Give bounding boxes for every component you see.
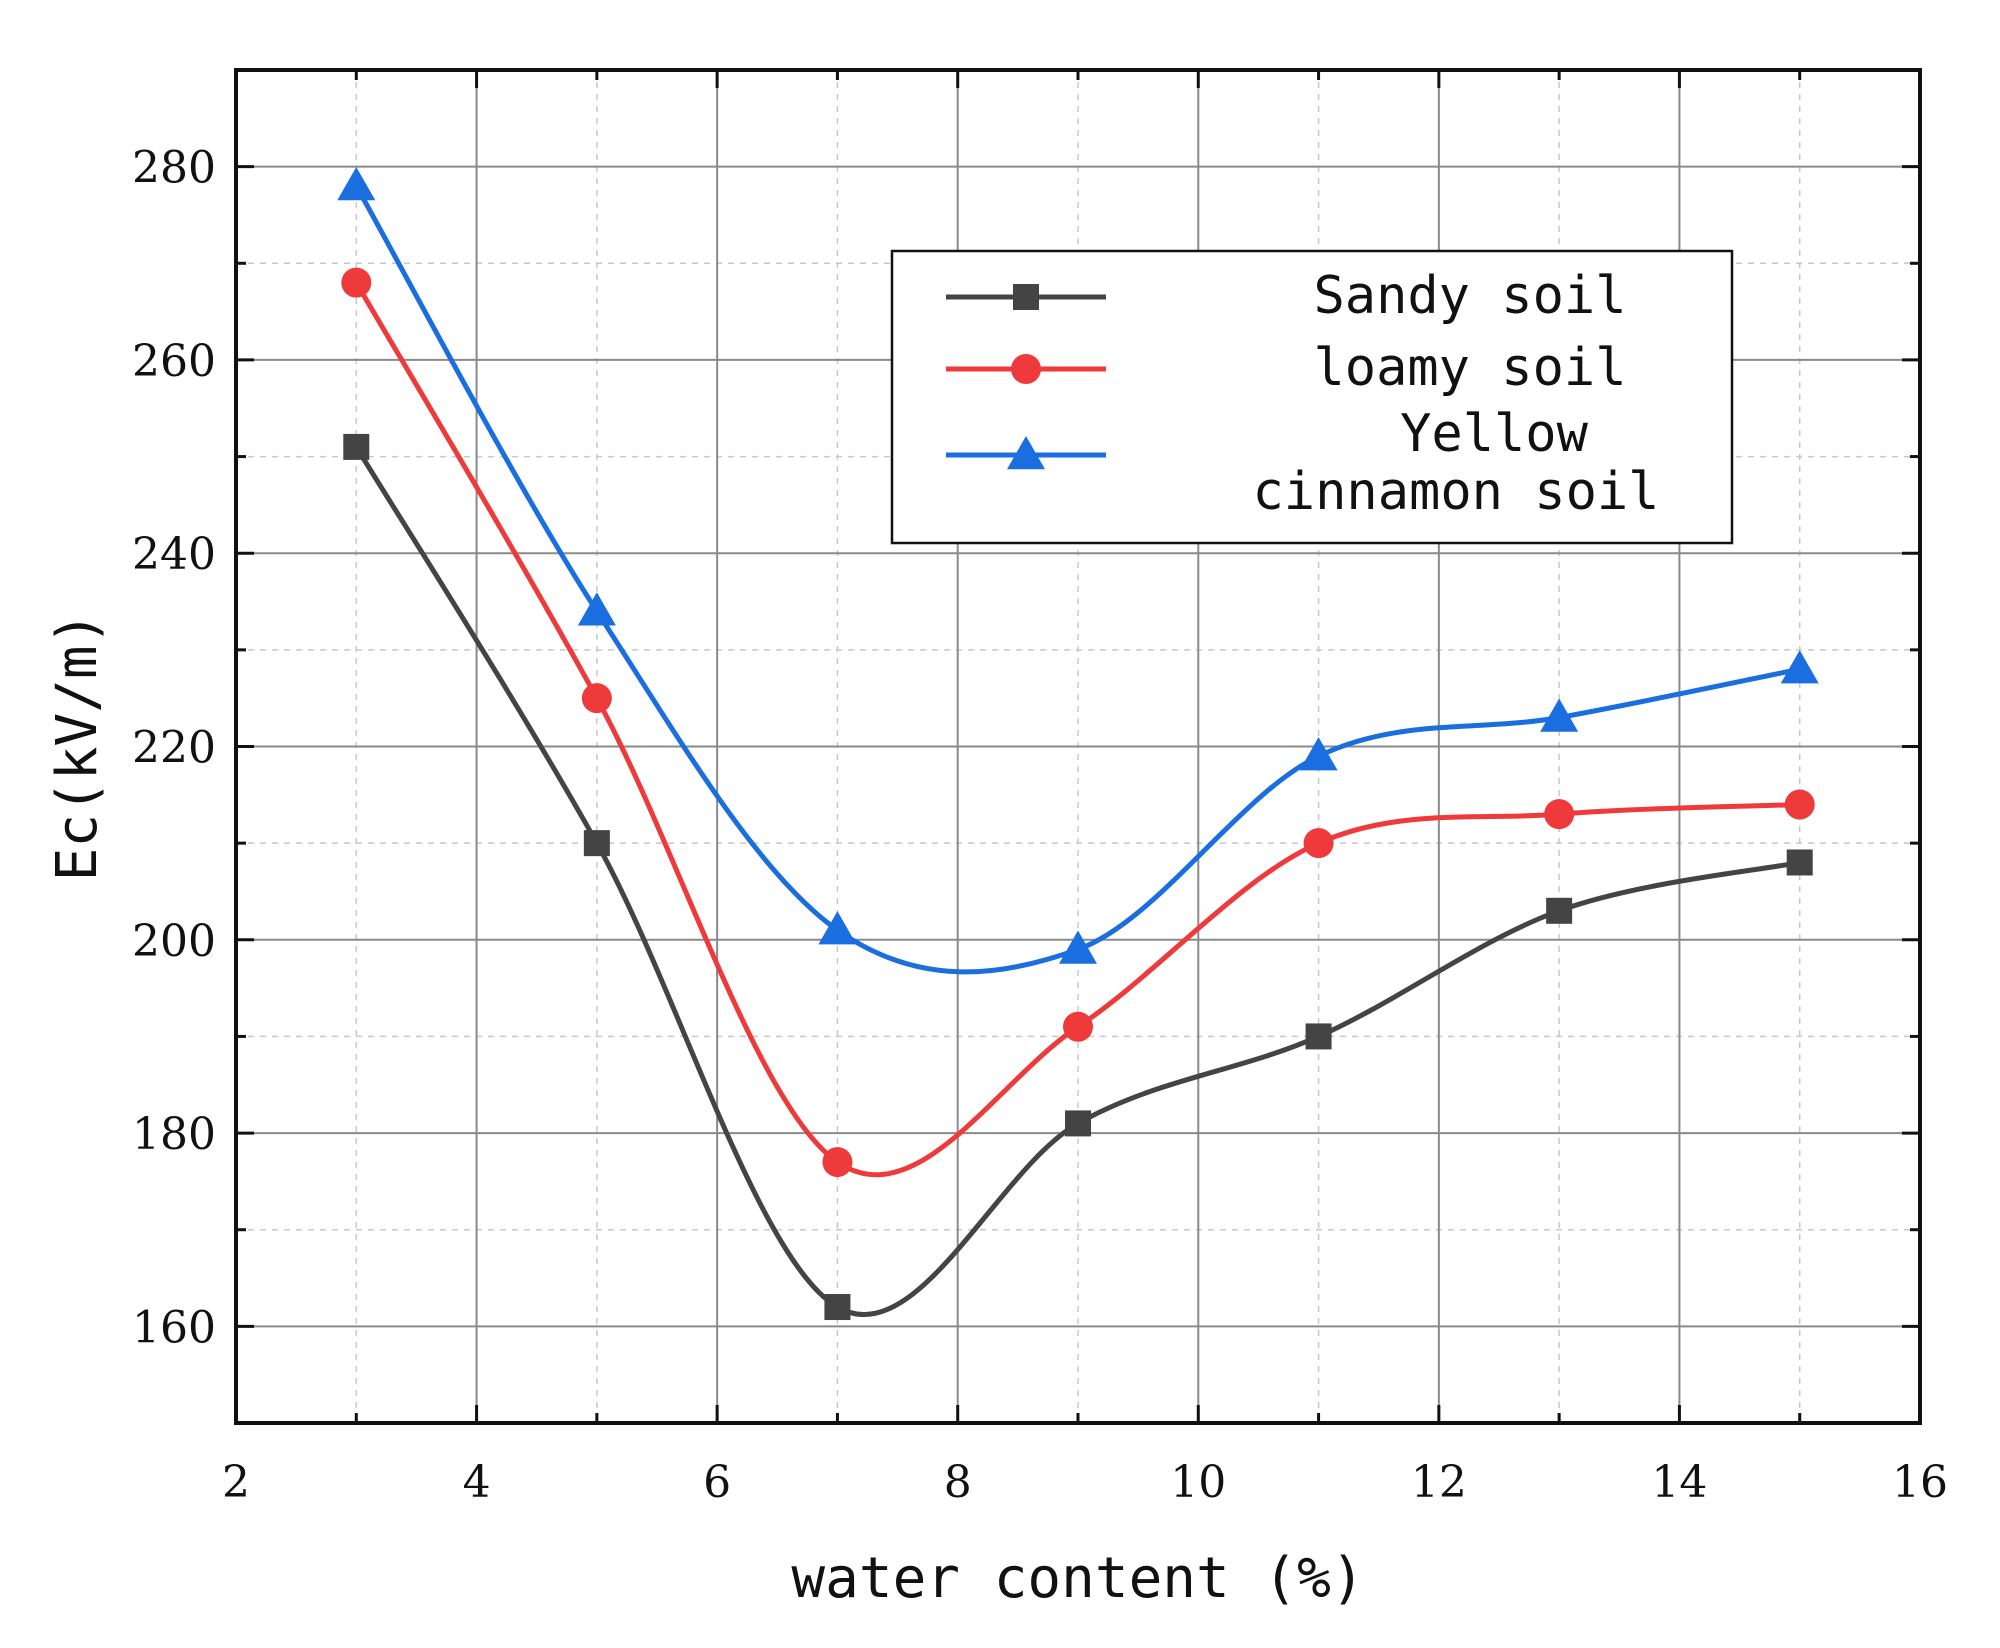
series-loamy-soil xyxy=(341,267,1815,1178)
series-sandy-soil xyxy=(343,433,1813,1321)
data-point xyxy=(1546,897,1573,924)
data-point xyxy=(1059,930,1097,964)
legend-item: Sandy soil xyxy=(946,266,1627,326)
legend-label-line: Yellow xyxy=(1400,404,1589,464)
y-axis-title: Ec(kV/m) xyxy=(45,612,110,882)
x-tick-label: 6 xyxy=(703,1457,731,1508)
legend-swatch-marker xyxy=(1007,436,1045,470)
y-tick-label: 180 xyxy=(132,1109,216,1160)
data-point xyxy=(1305,1023,1332,1050)
data-point xyxy=(818,911,857,945)
series-line xyxy=(354,184,1801,975)
x-tick-label: 12 xyxy=(1411,1457,1467,1508)
series-yellow-cinnamon-soil xyxy=(337,166,1819,975)
series-line xyxy=(354,281,1800,1178)
data-point xyxy=(1784,789,1815,820)
series-layer xyxy=(337,166,1819,1321)
legend-item: Yellow cinnamon soil xyxy=(946,404,1660,522)
series-line xyxy=(354,445,1801,1317)
x-tick-label: 2 xyxy=(222,1457,250,1508)
x-tick-label: 4 xyxy=(463,1457,491,1508)
y-tick-label: 160 xyxy=(132,1302,216,1353)
data-point xyxy=(1065,1110,1091,1137)
y-tick-label: 260 xyxy=(132,336,216,387)
data-point xyxy=(1544,799,1575,830)
legend-item: loamy soil xyxy=(946,338,1627,398)
x-tick-label: 8 xyxy=(944,1457,972,1508)
data-point xyxy=(1780,650,1819,684)
data-point xyxy=(1786,849,1813,876)
x-tick-label: 16 xyxy=(1892,1457,1948,1508)
y-tick-label: 220 xyxy=(132,723,216,774)
data-point xyxy=(341,267,372,298)
legend-swatch-marker xyxy=(1011,354,1041,384)
x-tick-label: 14 xyxy=(1651,1457,1707,1508)
y-tick-label: 280 xyxy=(132,143,216,194)
data-point xyxy=(822,1147,853,1178)
data-point xyxy=(337,166,376,201)
data-point xyxy=(1299,737,1338,771)
x-axis-tick-labels: 2 4 6 8 10 12 14 16 xyxy=(222,1457,1948,1508)
legend-label: Sandy soil xyxy=(1313,266,1626,326)
data-point xyxy=(1063,1011,1093,1042)
y-axis-tick-labels: 160 180 200 220 240 260 280 xyxy=(132,143,216,1354)
x-axis-title: water content (%) xyxy=(791,1546,1364,1611)
legend-label-line: cinnamon soil xyxy=(1253,462,1660,522)
legend-swatch-marker xyxy=(1013,284,1039,310)
y-tick-label: 200 xyxy=(132,916,216,967)
data-point xyxy=(577,592,616,626)
legend-label: Yellow cinnamon soil xyxy=(1253,404,1660,522)
axis-ticks xyxy=(234,68,1922,1425)
legend-label: loamy soil xyxy=(1313,338,1626,398)
data-point xyxy=(1540,698,1579,732)
data-point xyxy=(581,683,612,714)
data-point xyxy=(583,830,610,857)
y-tick-label: 240 xyxy=(132,529,216,580)
data-point xyxy=(824,1294,851,1321)
data-point xyxy=(343,433,370,460)
data-point xyxy=(1303,828,1334,859)
x-tick-label: 10 xyxy=(1170,1457,1226,1508)
